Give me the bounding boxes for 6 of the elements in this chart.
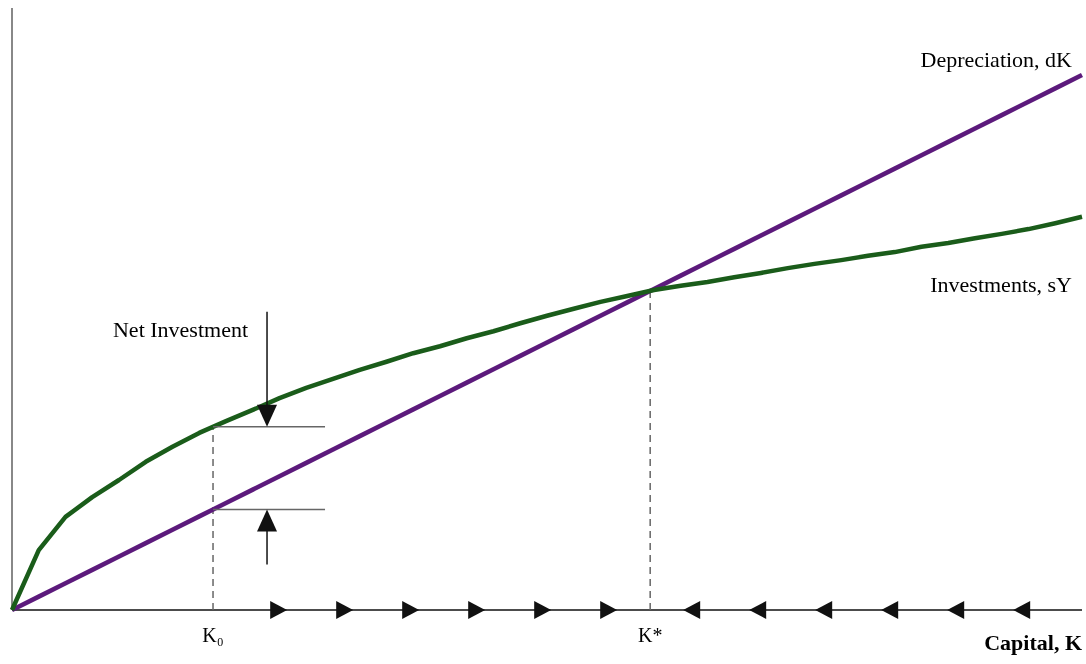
series-label: Depreciation, dK — [920, 47, 1073, 72]
series-label: Investments, sY — [930, 271, 1073, 297]
text: K* — [637, 624, 663, 646]
text: K₀ — [202, 624, 224, 646]
annotation: Net Investment — [112, 316, 249, 342]
x-axis-title: Capital, K — [984, 630, 1082, 655]
